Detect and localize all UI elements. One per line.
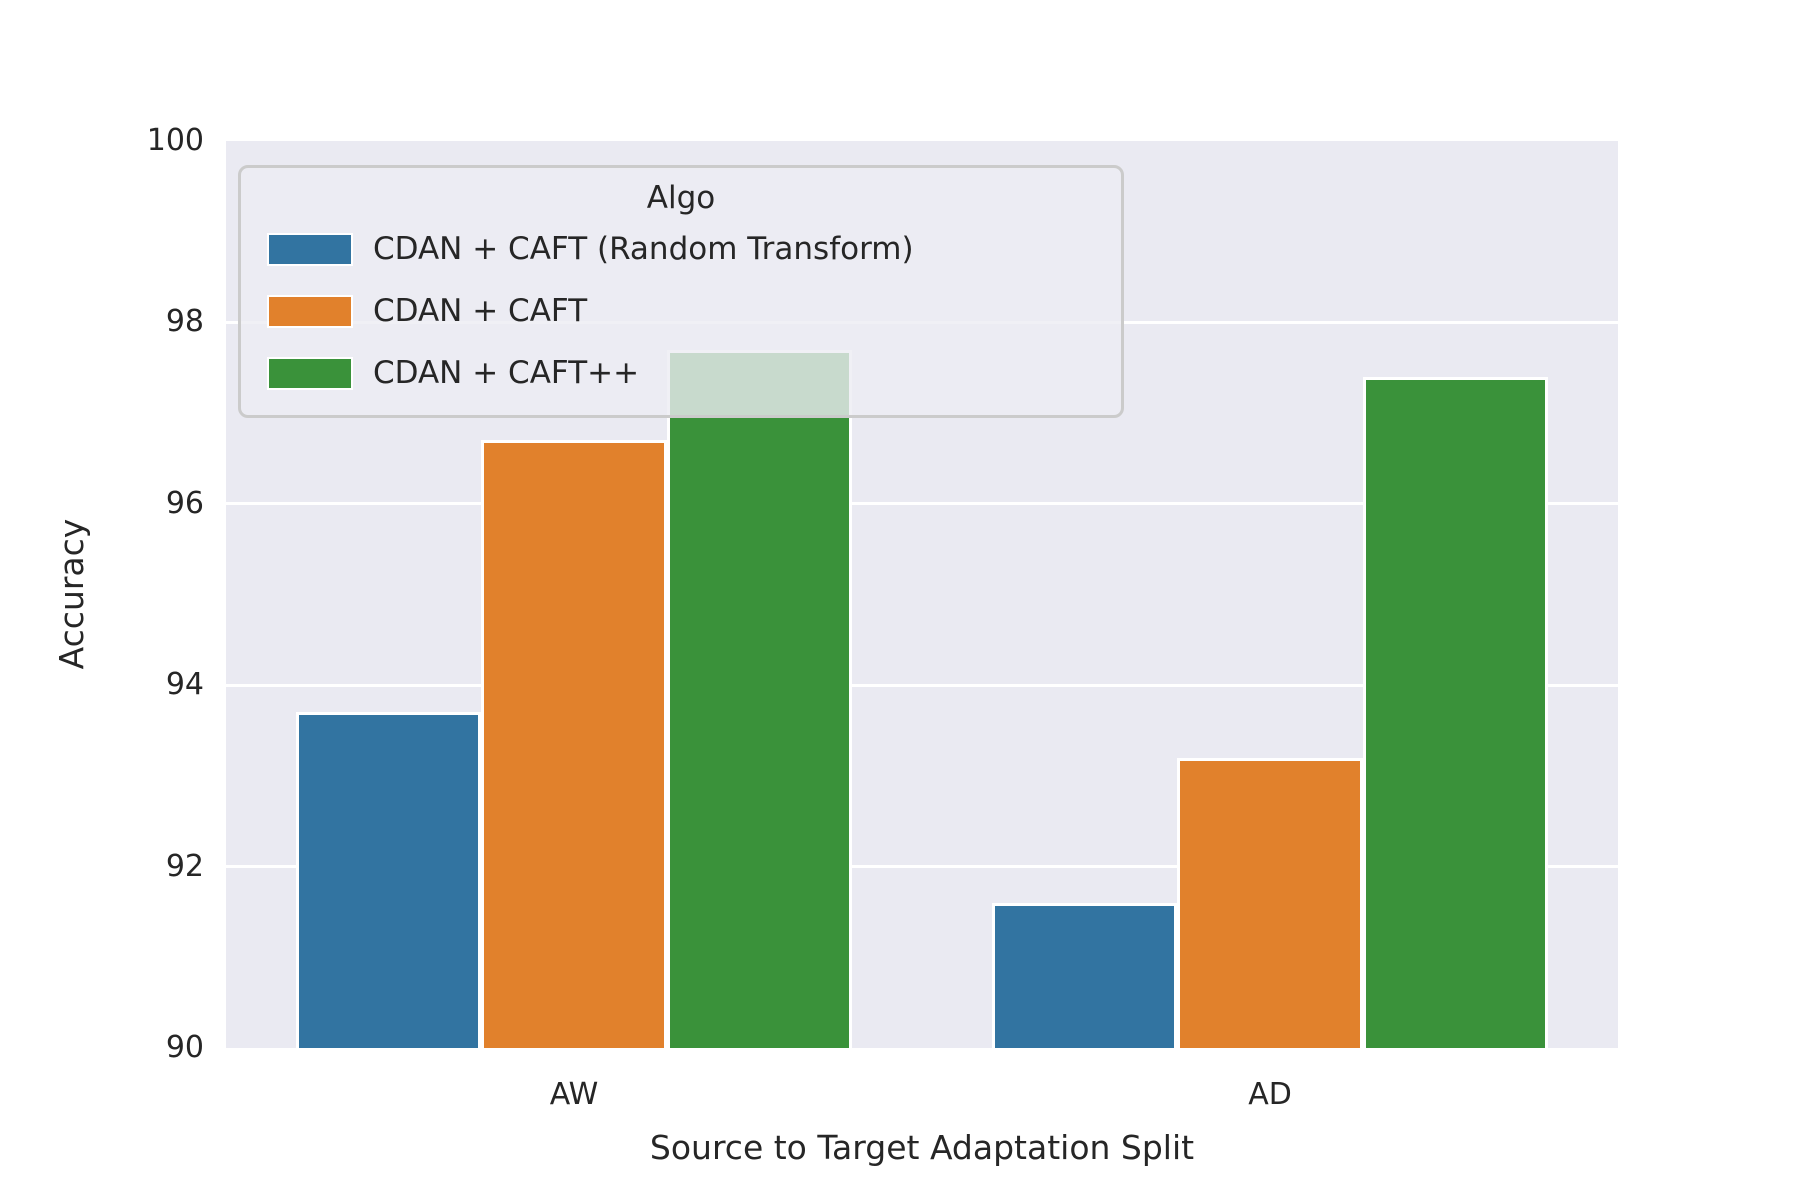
x-tick-label-ad: AD (1248, 1077, 1292, 1112)
legend-swatch-icon (267, 356, 353, 390)
x-tick-label-aw: AW (549, 1077, 599, 1112)
legend-row-0: CDAN + CAFT (Random Transform) (241, 218, 1121, 280)
bar-ad-series-0 (991, 902, 1178, 1048)
legend-label: CDAN + CAFT (373, 293, 588, 329)
x-axis-label: Source to Target Adaptation Split (649, 1128, 1195, 1167)
bar-aw-series-1 (481, 440, 667, 1048)
y-tick-label: 98 (165, 304, 204, 340)
legend-title: Algo (646, 180, 716, 216)
legend-row-1: CDAN + CAFT (241, 280, 1121, 342)
legend-swatch-icon (267, 294, 353, 328)
bar-ad-series-1 (1177, 757, 1363, 1048)
bar-aw-series-0 (295, 712, 482, 1048)
legend: Algo CDAN + CAFT (Random Transform) CDAN … (238, 165, 1124, 418)
bar-aw-series-2 (666, 349, 853, 1048)
y-tick-label: 94 (165, 667, 204, 703)
y-tick-label: 90 (165, 1030, 204, 1065)
gridline (226, 865, 1618, 869)
gridline (226, 502, 1618, 506)
legend-label: CDAN + CAFT++ (373, 355, 640, 391)
gridline (226, 683, 1618, 687)
legend-swatch-icon (267, 232, 353, 266)
y-tick-label: 92 (165, 848, 204, 884)
bar-ad-series-2 (1362, 376, 1549, 1048)
y-tick-label: 100 (146, 123, 204, 158)
y-axis-label: Accuracy (52, 518, 91, 670)
y-tick-label: 96 (165, 485, 204, 521)
legend-label: CDAN + CAFT (Random Transform) (373, 231, 914, 267)
legend-row-2: CDAN + CAFT++ (241, 342, 1121, 404)
